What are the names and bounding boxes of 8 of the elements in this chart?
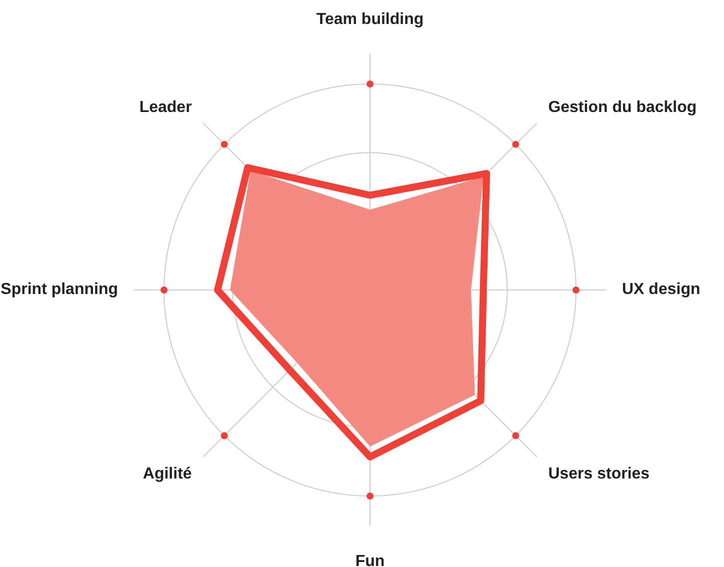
spoke-label: UX design xyxy=(622,281,700,298)
spoke-label: Sprint planning xyxy=(0,281,118,298)
spoke-label: Team building xyxy=(316,11,424,28)
spoke-label: Fun xyxy=(355,553,385,567)
spoke-label: Leader xyxy=(139,99,192,116)
spoke-label: Agilité xyxy=(142,465,192,482)
spoke-label: Users stories xyxy=(548,465,650,482)
spoke-label: Gestion du backlog xyxy=(548,99,697,116)
